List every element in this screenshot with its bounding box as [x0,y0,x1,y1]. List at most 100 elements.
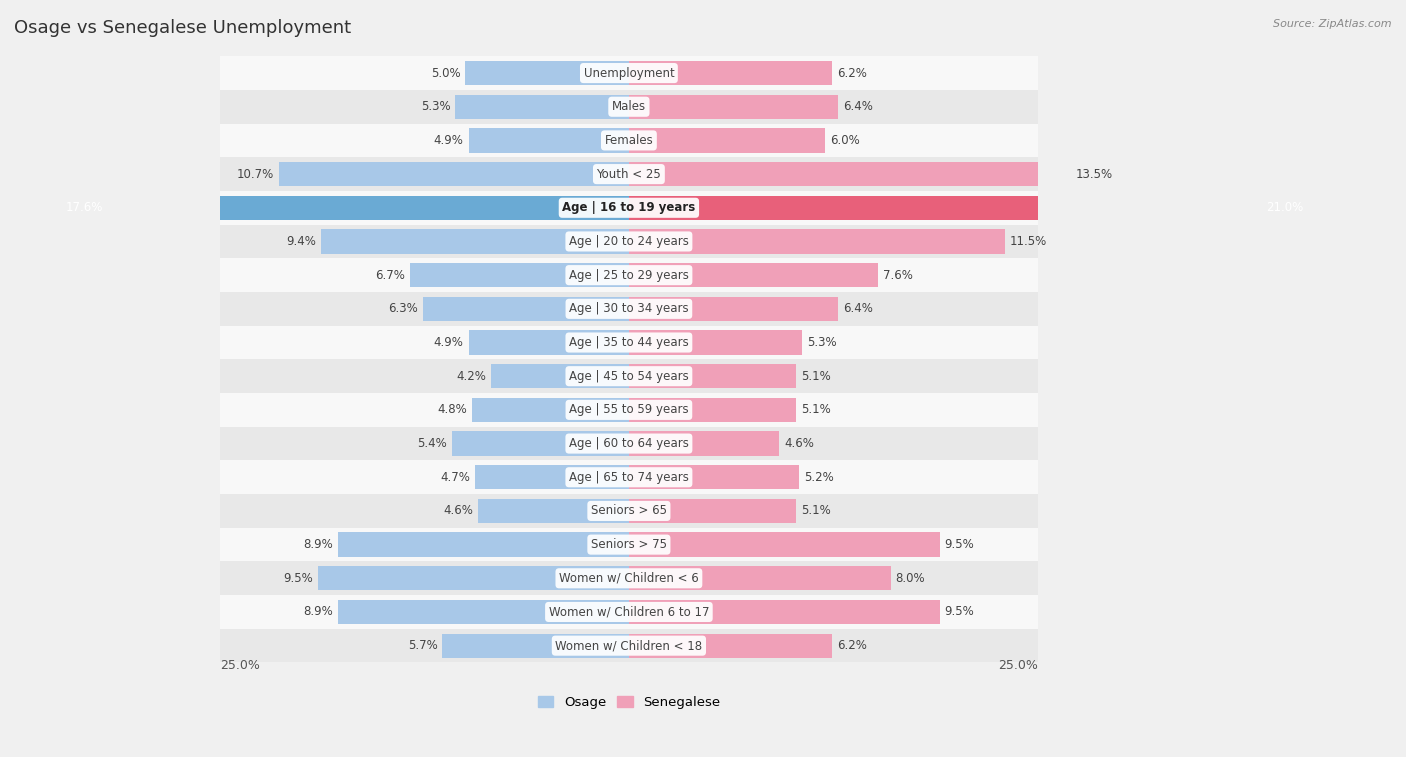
Text: 9.5%: 9.5% [284,572,314,585]
Text: 10.7%: 10.7% [236,167,274,181]
Bar [423,297,628,321]
Bar [219,393,1038,427]
Text: 17.6%: 17.6% [66,201,104,214]
Bar [337,600,628,624]
Text: 6.0%: 6.0% [830,134,860,147]
Text: 9.5%: 9.5% [945,538,974,551]
Text: Unemployment: Unemployment [583,67,675,79]
Bar [628,128,825,153]
Bar [318,566,628,590]
Text: 5.1%: 5.1% [800,403,831,416]
Bar [219,191,1038,225]
Bar [628,263,877,287]
Text: 5.2%: 5.2% [804,471,834,484]
Bar [219,528,1038,562]
Bar [628,600,939,624]
Text: Males: Males [612,100,645,114]
Bar [219,123,1038,157]
Bar [219,360,1038,393]
Bar [322,229,628,254]
Bar [628,397,796,422]
Text: 9.4%: 9.4% [287,235,316,248]
Bar [219,90,1038,123]
Text: Youth < 25: Youth < 25 [596,167,661,181]
Text: Women w/ Children < 18: Women w/ Children < 18 [555,639,703,652]
Bar [53,195,628,220]
Text: 8.9%: 8.9% [304,538,333,551]
Bar [219,225,1038,258]
Text: Age | 25 to 29 years: Age | 25 to 29 years [569,269,689,282]
Text: Age | 30 to 34 years: Age | 30 to 34 years [569,302,689,316]
Text: Women w/ Children 6 to 17: Women w/ Children 6 to 17 [548,606,709,618]
Bar [219,629,1038,662]
Bar [628,229,1005,254]
Bar [492,364,628,388]
Bar [219,494,1038,528]
Bar [468,128,628,153]
Bar [628,499,796,523]
Text: 4.2%: 4.2% [457,369,486,383]
Text: 6.2%: 6.2% [837,67,866,79]
Bar [628,465,799,489]
Bar [453,431,628,456]
Text: 4.6%: 4.6% [785,437,814,450]
Text: 6.4%: 6.4% [844,100,873,114]
Bar [628,330,803,354]
Bar [628,431,779,456]
Bar [628,195,1316,220]
Text: 25.0%: 25.0% [998,659,1038,671]
Bar [628,61,832,86]
Text: Age | 16 to 19 years: Age | 16 to 19 years [562,201,696,214]
Text: Women w/ Children < 6: Women w/ Children < 6 [560,572,699,585]
Text: Source: ZipAtlas.com: Source: ZipAtlas.com [1274,19,1392,29]
Text: 9.5%: 9.5% [945,606,974,618]
Bar [628,95,838,119]
Bar [472,397,628,422]
Text: Age | 60 to 64 years: Age | 60 to 64 years [569,437,689,450]
Text: Age | 65 to 74 years: Age | 65 to 74 years [569,471,689,484]
Bar [219,157,1038,191]
Text: Age | 35 to 44 years: Age | 35 to 44 years [569,336,689,349]
Text: 11.5%: 11.5% [1010,235,1047,248]
Text: 6.7%: 6.7% [375,269,405,282]
Bar [219,326,1038,360]
Text: Osage vs Senegalese Unemployment: Osage vs Senegalese Unemployment [14,19,352,37]
Text: 21.0%: 21.0% [1265,201,1303,214]
Bar [219,258,1038,292]
Bar [628,566,890,590]
Text: Seniors > 75: Seniors > 75 [591,538,666,551]
Text: Seniors > 65: Seniors > 65 [591,504,666,518]
Bar [443,634,628,658]
Text: 5.0%: 5.0% [430,67,460,79]
Bar [465,61,628,86]
Bar [475,465,628,489]
Text: 5.1%: 5.1% [800,369,831,383]
Bar [456,95,628,119]
Bar [278,162,628,186]
Text: 5.3%: 5.3% [420,100,450,114]
Text: 8.0%: 8.0% [896,572,925,585]
Text: 8.9%: 8.9% [304,606,333,618]
Bar [409,263,628,287]
Bar [478,499,628,523]
Bar [628,532,939,556]
Bar [628,364,796,388]
Text: 4.8%: 4.8% [437,403,467,416]
Text: 4.9%: 4.9% [434,336,464,349]
Bar [337,532,628,556]
Bar [219,427,1038,460]
Bar [468,330,628,354]
Text: 5.4%: 5.4% [418,437,447,450]
Text: 13.5%: 13.5% [1076,167,1112,181]
Text: 4.7%: 4.7% [440,471,470,484]
Text: 5.1%: 5.1% [800,504,831,518]
Bar [628,162,1071,186]
Text: 6.2%: 6.2% [837,639,866,652]
Text: 25.0%: 25.0% [219,659,260,671]
Text: Age | 55 to 59 years: Age | 55 to 59 years [569,403,689,416]
Bar [628,297,838,321]
Text: Age | 45 to 54 years: Age | 45 to 54 years [569,369,689,383]
Bar [219,460,1038,494]
Text: 4.9%: 4.9% [434,134,464,147]
Bar [219,595,1038,629]
